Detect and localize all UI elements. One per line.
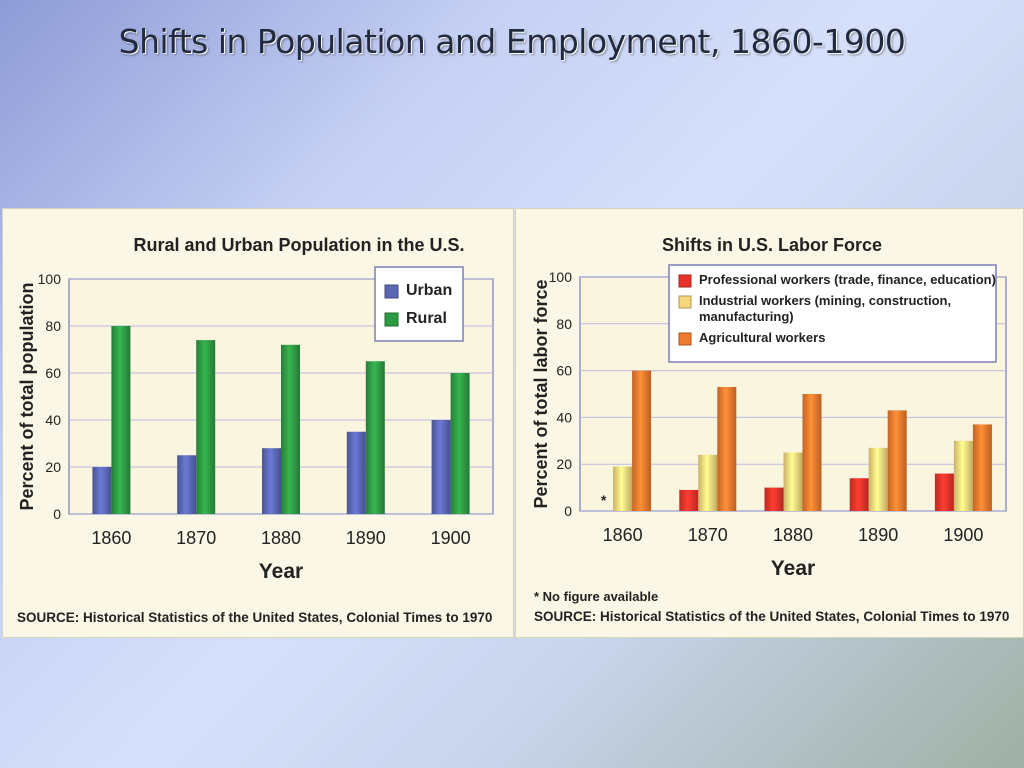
bar-professional: [679, 489, 699, 511]
chart-title: Shifts in U.S. Labor Force: [662, 235, 882, 255]
x-tick-label: 1870: [176, 528, 216, 548]
bar-professional: [764, 487, 784, 511]
bar-urban: [346, 431, 366, 514]
x-tick-label: 1900: [943, 525, 983, 545]
y-tick-label: 100: [549, 269, 573, 285]
y-tick-label: 0: [53, 506, 61, 522]
bar-rural: [450, 373, 470, 514]
legend-swatch: [678, 274, 692, 288]
labor-force-chart-panel: Shifts in U.S. Labor Force 0 20 40 60 80 100 18…: [515, 208, 1024, 638]
bar-agricultural: [717, 386, 737, 511]
x-axis-label: Year: [259, 560, 303, 583]
legend-label: Professional workers (trade, finance, ed…: [699, 272, 996, 287]
labor-force-chart: Shifts in U.S. Labor Force 0 20 40 60 80 100 18…: [531, 235, 1009, 624]
legend-label: Industrial workers (mining, construction…: [699, 293, 951, 324]
source-note: SOURCE: Historical Statistics of the Uni…: [17, 610, 492, 625]
legend-swatch: [678, 332, 692, 346]
y-tick-label: 40: [45, 412, 61, 428]
x-tick-label: 1880: [261, 528, 301, 548]
bar-urban: [431, 420, 451, 514]
bar-urban: [92, 467, 112, 514]
y-tick-label: 80: [556, 316, 572, 332]
population-chart-panel: Rural and Urban Population in the U.S. 0 2…: [2, 208, 514, 638]
x-tick-label: 1870: [688, 525, 728, 545]
legend-label: Urban: [406, 282, 452, 299]
bar-agricultural: [632, 370, 652, 511]
legend-label: Rural: [406, 310, 447, 327]
y-tick-label: 0: [564, 503, 572, 519]
y-tick-label: 20: [556, 456, 572, 472]
bar-industrial: [698, 454, 718, 511]
x-tick-label: 1900: [431, 528, 471, 548]
bar-rural: [196, 340, 216, 514]
legend-swatch: [384, 284, 399, 299]
x-tick-label: 1860: [603, 525, 643, 545]
y-tick-label: 80: [45, 318, 61, 334]
bar-agricultural: [802, 394, 822, 511]
bar-urban: [177, 455, 197, 514]
y-tick-label: 60: [45, 365, 61, 381]
y-tick-label: 100: [38, 271, 62, 287]
bar-industrial: [613, 466, 633, 511]
bar-industrial: [783, 452, 803, 511]
bar-industrial: [953, 440, 973, 511]
bar-rural: [365, 361, 385, 514]
footnote: * No figure available: [534, 589, 658, 604]
legend: [374, 266, 464, 342]
population-chart: Rural and Urban Population in the U.S. 0 2…: [17, 235, 494, 625]
source-note: SOURCE: Historical Statistics of the Uni…: [534, 609, 1009, 624]
x-tick-label: 1860: [91, 528, 131, 548]
bar-professional: [849, 478, 869, 511]
bar-professional: [934, 473, 954, 511]
y-tick-label: 20: [45, 459, 61, 475]
x-tick-label: 1890: [858, 525, 898, 545]
missing-data-marker: *: [601, 492, 607, 508]
chart-title: Rural and Urban Population in the U.S.: [133, 235, 464, 255]
legend: [668, 264, 997, 363]
bar-urban: [262, 448, 281, 514]
y-tick-label: 40: [556, 409, 572, 425]
y-axis-label: Percent of total population: [17, 283, 37, 511]
x-tick-label: 1890: [346, 528, 386, 548]
y-tick-label: 60: [556, 363, 572, 379]
y-axis-label: Percent of total labor force: [531, 279, 551, 508]
x-axis-label: Year: [771, 557, 815, 580]
bar-rural: [281, 344, 300, 514]
bar-rural: [111, 326, 131, 514]
legend-swatch: [384, 312, 399, 327]
bar-industrial: [868, 447, 888, 511]
bar-agricultural: [887, 410, 907, 511]
x-tick-label: 1880: [773, 525, 813, 545]
legend-label: Agricultural workers: [699, 330, 825, 345]
slide-title: Shifts in Population and Employment, 186…: [118, 22, 906, 61]
bar-agricultural: [972, 424, 992, 511]
legend-swatch: [678, 295, 692, 309]
